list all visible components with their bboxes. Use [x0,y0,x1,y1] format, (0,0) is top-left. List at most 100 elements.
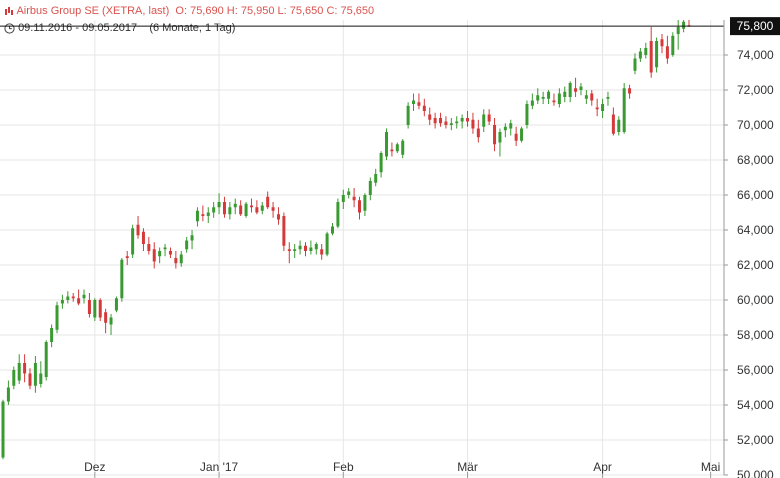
candle-down [487,114,491,122]
candle-up [638,51,642,59]
candle-up [530,100,534,106]
candle-down [649,41,653,73]
y-tick-label: 52,000 [737,433,774,447]
period-line: 09.11.2016 - 09.05.2017 (6 Monate, 1 Tag… [4,22,235,34]
candle-up [6,387,10,402]
candle-down [255,207,259,213]
x-tick-label: Apr [593,460,612,474]
candle-up [676,27,680,34]
candle-down [141,231,145,244]
candle-up [93,300,97,318]
candle-down [320,249,324,255]
candle-up [293,249,297,251]
candle-up [190,235,194,241]
candle-up [347,191,351,195]
candle-up [563,91,567,97]
candle-down [552,100,556,103]
candle-up [114,298,118,311]
candle-up [82,294,86,299]
candle-up [179,254,183,264]
candle-up [244,203,248,216]
candle-down [23,363,27,374]
candle-down [611,114,615,134]
candle-down [417,102,421,106]
candle-down [352,196,356,201]
candle-down [28,373,32,386]
candle-down [303,245,307,251]
candle-up [66,296,70,300]
last-price-label: 75,800 [737,19,774,33]
candle-down [87,300,91,314]
candle-up [401,140,405,155]
candle-up [379,153,383,173]
y-tick-label: 60,000 [737,293,774,307]
candle-up [568,83,572,97]
candle-down [271,207,275,211]
candle-down [136,224,140,236]
candle-up [412,100,416,104]
candle-down [168,251,172,255]
x-tick-label: Mai [701,460,720,474]
candle-up [185,240,189,250]
candle-up [584,95,588,99]
candle-up [314,244,318,250]
candle-up [455,121,459,124]
candle-up [682,21,686,29]
range-note: (6 Monate, 1 Tag) [149,22,236,34]
candle-down [282,216,286,246]
candle-up [336,202,340,227]
y-tick-label: 72,000 [737,83,774,97]
grid-lines [0,20,724,476]
candle-down [77,298,81,304]
y-tick-label: 70,000 [737,118,774,132]
candle-up [557,93,561,104]
candle-up [55,305,59,330]
candle-up [50,328,54,342]
candle-down [422,105,426,111]
period-range: 09.11.2016 - 09.05.2017 [18,22,138,34]
candle-up [606,97,610,99]
candle-down [201,214,205,216]
candle-up [368,181,372,195]
candle-up [325,233,329,255]
candle-up [163,247,167,250]
candle-up [39,373,43,384]
instrument-line: Airbus Group SE (XETRA, last) O: 75,690 … [4,5,374,17]
candle-down [104,312,108,323]
candle-down [660,39,664,47]
candle-up [406,105,410,125]
y-axis: 50,000 52,000 54,000 56,000 58,000 60,000 62,0… [723,20,774,478]
candle-up [1,401,5,458]
candle-up [374,174,378,183]
candle-chart-icon [5,7,13,16]
y-tick-label: 56,000 [737,363,774,377]
candle-up [503,126,507,131]
candle-up [363,195,367,211]
candle-up [206,212,210,216]
candle-down [125,256,129,258]
candle-up [633,58,637,71]
candle-down [174,258,178,264]
candle-series [1,20,691,460]
candle-down [665,46,669,59]
x-axis: Dez Jan '17 Feb Mär Apr Mai [84,460,720,478]
candle-up [541,97,545,99]
candle-down [595,107,599,110]
candle-up [341,195,345,202]
candle-down [628,88,632,94]
candle-down [222,202,226,215]
y-tick-label: 54,000 [737,398,774,412]
candle-up [671,35,675,55]
candle-down [147,244,151,251]
candle-down [514,133,518,141]
candle-up [217,202,221,208]
candle-down [390,149,394,152]
ohlc-values: O: 75,690 H: 75,950 L: 75,650 C: 75,650 [175,5,375,17]
candle-up [120,259,124,299]
candle-up [60,300,64,304]
candle-up [579,86,583,90]
candle-up [655,41,659,68]
candle-down [71,296,75,299]
last-price-box [730,17,780,36]
candle-up [298,245,302,250]
